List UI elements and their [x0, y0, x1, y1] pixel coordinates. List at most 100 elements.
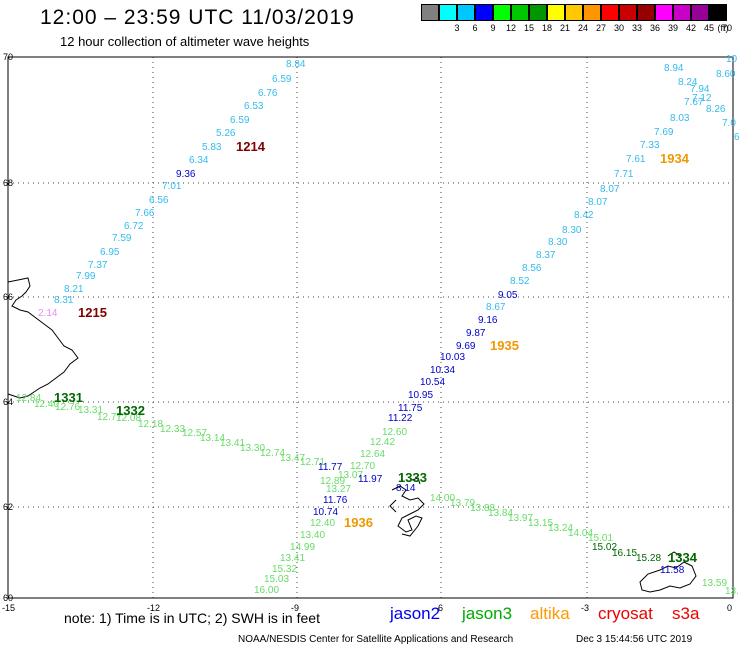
wave-height-value: 11.77 — [318, 462, 343, 473]
wave-height-value: 12.33 — [160, 424, 185, 435]
wave-height-value: 11.58 — [660, 565, 685, 576]
wave-height-value: 8.94 — [664, 63, 684, 74]
wave-height-value: 7.69 — [654, 127, 674, 138]
legend-swatch — [583, 4, 601, 21]
longitude-label: -15 — [2, 603, 15, 613]
legend-label: 21 — [559, 23, 570, 33]
wave-height-value: 12.18 — [138, 419, 163, 430]
wave-height-value: 8.56 — [522, 263, 542, 274]
wave-height-value: 8.07 — [600, 184, 620, 195]
wave-height-value: 8.30 — [562, 225, 582, 236]
wave-height-value: 10 — [726, 54, 738, 65]
wave-height-value: 13.47 — [280, 453, 305, 464]
wave-height-value: 16.00 — [254, 585, 279, 596]
legend-label: 15 — [523, 23, 534, 33]
wave-height-value: 13.07 — [338, 470, 363, 481]
legend-swatch — [655, 4, 673, 21]
pass-time-label: 1332 — [116, 403, 145, 418]
wave-height-value: 12.60 — [382, 427, 407, 438]
legend-swatch — [457, 4, 475, 21]
legend-label: 3 — [454, 23, 460, 33]
legend-label: 33 — [631, 23, 642, 33]
legend-label: 42 — [685, 23, 696, 33]
wave-height-value: 13.41 — [280, 553, 305, 564]
wave-height-value: 5.83 — [202, 142, 222, 153]
wave-height-value: 15.28 — [636, 553, 661, 564]
wave-height-value: 8.14 — [396, 483, 416, 494]
wave-height-value: 2.14 — [38, 308, 58, 319]
wave-height-value: 12.40 — [34, 399, 59, 410]
coastline-shetland — [639, 551, 697, 593]
wave-height-value: 10.54 — [420, 377, 445, 388]
longitude-label: -12 — [147, 603, 160, 613]
generation-timestamp: Dec 3 15:44:56 UTC 2019 — [576, 634, 693, 645]
map-frame — [7, 56, 734, 599]
wave-height-value: 12.08 — [116, 413, 141, 424]
coastlines — [7, 277, 697, 593]
wave-height-value: 8.21 — [64, 284, 84, 295]
satellite-cryosat: cryosat — [598, 604, 653, 623]
wave-height-value: 7.59 — [112, 233, 132, 244]
wave-height-value: 15.03 — [264, 574, 289, 585]
wave-height-value: 15.32 — [272, 564, 297, 575]
legend-swatch — [439, 4, 457, 21]
longitude-label: -3 — [581, 603, 589, 613]
wave-height-value: 15.02 — [592, 542, 617, 553]
wave-height-value: 12.71 — [300, 457, 325, 468]
legend-swatch — [709, 4, 727, 21]
wave-height-value: 6.95 — [100, 247, 120, 258]
wave-height-value: 10.03 — [440, 352, 465, 363]
pass-time-label: 1333 — [398, 470, 427, 485]
wave-height-value: 11.75 — [398, 403, 423, 414]
page-subtitle: 12 hour collection of altimeter wave hei… — [60, 34, 310, 49]
wave-height-value: 13.30 — [240, 443, 265, 454]
legend-label: 24 — [577, 23, 588, 33]
wave-height-value: 6.53 — [244, 101, 264, 112]
satellite-altika: altika — [530, 604, 570, 623]
wave-height-value: 8.60 — [716, 69, 736, 80]
wave-height-value: 13. — [725, 586, 739, 597]
wave-height-value: 8.52 — [510, 276, 530, 287]
wave-height-value: 16.15 — [612, 548, 637, 559]
legend-swatch — [475, 4, 493, 21]
legend-label: 36 — [649, 23, 660, 33]
legend-swatch — [619, 4, 637, 21]
wave-height-value: 12.40 — [310, 518, 335, 529]
legend-label: 39 — [667, 23, 678, 33]
pass-time-label: 1934 — [660, 151, 690, 166]
wave-height-value: 9.05 — [498, 290, 518, 301]
wave-height-value: 9.16 — [478, 315, 498, 326]
page-title: 12:00 – 23:59 UTC 11/03/2019 — [40, 6, 355, 29]
wave-height-value: 8.42 — [574, 210, 594, 221]
wave-height-value: 11.22 — [388, 413, 413, 424]
pass-time-label: 1936 — [344, 515, 373, 530]
wave-height-value: 13.84 — [488, 508, 513, 519]
wave-height-value: 9.36 — [176, 169, 196, 180]
wave-height-value: 8.03 — [670, 113, 690, 124]
wave-height-value: 8.26 — [706, 104, 726, 115]
wave-height-value: 8.31 — [54, 295, 74, 306]
wave-height-value: 12.57 — [182, 428, 207, 439]
coastline-greenland — [7, 277, 79, 399]
legend-swatch — [421, 4, 439, 21]
wave-height-value: 7.99 — [76, 271, 96, 282]
wave-height-value: 8.84 — [286, 59, 306, 70]
wave-height-value: 12.84 — [16, 393, 41, 404]
wave-height-value: 8.24 — [678, 77, 698, 88]
legend-swatch — [637, 4, 655, 21]
wave-height-value: 15.01 — [588, 533, 613, 544]
wave-height-value: 12.76 — [55, 402, 80, 413]
wave-height-value: 10.34 — [430, 365, 455, 376]
legend-swatch — [547, 4, 565, 21]
legend-label: 6 — [472, 23, 478, 33]
wave-height-value: 13.15 — [528, 518, 553, 529]
wave-height-value: 13.59 — [702, 578, 727, 589]
wave-height-value: 13.97 — [508, 513, 533, 524]
legend-swatch — [691, 4, 709, 21]
wave-height-value: 13.40 — [300, 530, 325, 541]
wave-height-value: 7.0 — [722, 118, 736, 129]
wave-height-value: 7.33 — [640, 140, 660, 151]
wave-height-value: 7.37 — [88, 260, 108, 271]
